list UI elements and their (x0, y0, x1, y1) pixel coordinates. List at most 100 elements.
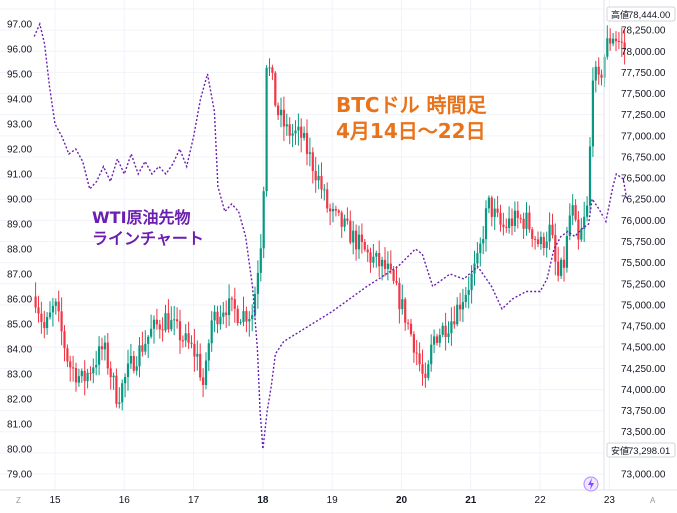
btc-candle-body (158, 324, 161, 330)
left-tick-label: 95.00 (7, 70, 32, 81)
left-axis: 97.00 96.00 95.00 94.00 93.00 92.00 91.00 90.00… (7, 20, 32, 481)
btc-candle-body (557, 261, 560, 276)
left-tick-label: 93.00 (7, 120, 32, 131)
btc-candle-body (86, 372, 89, 382)
btc-candle-body (464, 294, 467, 302)
left-tick-label: 94.00 (7, 95, 32, 106)
btc-candle-body (98, 346, 101, 365)
btc-candle-body (230, 298, 233, 300)
wti-annotation-line1: WTI原油先物 (92, 208, 191, 227)
btc-candle-body (395, 280, 398, 283)
right-tick-label: 75,000.00 (621, 300, 666, 311)
btc-candle-body (124, 377, 127, 384)
btc-candle-body (375, 253, 378, 257)
btc-candle-body (202, 377, 205, 385)
low-label: 安値 (611, 445, 629, 457)
btc-candle-body (409, 323, 413, 335)
btc-candle-body (115, 375, 118, 404)
btc-candle-body (600, 74, 603, 78)
btc-candle-body (150, 328, 153, 337)
x-tick-label: 21 (465, 495, 477, 506)
btc-annotation: BTCドル 時間足 4月14日～22日 (336, 93, 488, 143)
btc-candle-body (34, 296, 37, 308)
btc-candle-body (352, 230, 355, 243)
left-tick-label: 92.00 (7, 145, 32, 156)
btc-candle-body (66, 348, 69, 362)
btc-candle-body (48, 312, 52, 318)
lightning-icon[interactable] (583, 476, 599, 492)
corner-left: Z (16, 496, 21, 505)
btc-candle-body (213, 311, 216, 321)
btc-candle-body (326, 189, 329, 209)
btc-candle-body (401, 299, 404, 310)
right-tick-label: 78,000.00 (621, 47, 666, 58)
btc-candle-body (554, 235, 557, 262)
btc-candle-body (216, 311, 219, 325)
btc-candle-body (43, 321, 46, 328)
btc-annotation-line1: BTCドル 時間足 (336, 93, 488, 117)
btc-candle-body (190, 342, 193, 344)
btc-candle-body (72, 367, 75, 369)
btc-candle-body (415, 352, 418, 354)
btc-candle-body (95, 364, 98, 368)
btc-candle-body (317, 175, 320, 181)
btc-candle-body (574, 205, 577, 220)
btc-candle-body (430, 344, 433, 365)
btc-candle-body (245, 311, 248, 322)
btc-candle-body (562, 259, 566, 268)
btc-candle-body (164, 313, 167, 331)
left-tick-label: 83.00 (7, 370, 32, 381)
x-tick-label: 19 (327, 495, 339, 506)
left-tick-label: 90.00 (7, 195, 32, 206)
left-tick-label: 89.00 (7, 220, 32, 231)
btc-candle-body (433, 336, 436, 345)
right-tick-label: 73,500.00 (621, 427, 666, 438)
left-tick-label: 85.00 (7, 320, 32, 331)
btc-candle-body (519, 218, 522, 220)
btc-candle-body (155, 319, 158, 325)
btc-candle-body (305, 133, 309, 154)
btc-annotation-line2: 4月14日～22日 (336, 119, 486, 143)
btc-candle-body (187, 333, 190, 343)
btc-candle-body (560, 259, 563, 276)
btc-candle-body (516, 210, 519, 219)
btc-candle-body (274, 72, 277, 106)
right-tick-label: 78,250.00 (621, 26, 666, 37)
btc-candle-body (83, 370, 86, 382)
btc-candle-body (612, 38, 615, 44)
btc-candle-body (300, 126, 303, 138)
left-tick-label: 84.00 (7, 345, 32, 356)
btc-candle-body (467, 290, 470, 295)
btc-candle-body (161, 329, 164, 331)
btc-candle-body (513, 210, 516, 226)
btc-candle-body (381, 259, 384, 267)
x-tick-label: 17 (188, 495, 200, 506)
btc-candle-body (262, 191, 265, 249)
right-tick-label: 77,500.00 (621, 89, 666, 100)
btc-candle-body (444, 325, 447, 337)
btc-candle-body (398, 282, 401, 310)
btc-candle-body (496, 208, 499, 213)
btc-candle-body (242, 311, 245, 322)
right-tick-label: 74,750.00 (621, 322, 666, 333)
x-tick-label: 18 (257, 495, 269, 506)
btc-candle-body (297, 126, 300, 131)
btc-candle-body (609, 38, 612, 44)
btc-candle-body (210, 320, 213, 344)
btc-candle-body (89, 372, 92, 374)
btc-candle-body (294, 130, 297, 134)
btc-candle-body (236, 308, 239, 323)
btc-candle-body (525, 212, 528, 229)
x-axis: 15 16 17 18 19 20 21 22 23 (49, 495, 615, 506)
btc-candle-body (357, 234, 361, 250)
btc-candle-body (614, 38, 618, 42)
btc-candle-body (536, 239, 540, 245)
right-axis: 78,250.00 78,000.00 77,750.00 77,500.00 77,2… (621, 26, 666, 481)
btc-candle-body (279, 109, 283, 116)
right-tick-label: 74,000.00 (621, 385, 666, 396)
btc-candle-body (126, 363, 130, 377)
btc-candle-body (389, 263, 392, 270)
btc-candle-body (383, 259, 387, 269)
btc-candle-body (311, 152, 314, 171)
